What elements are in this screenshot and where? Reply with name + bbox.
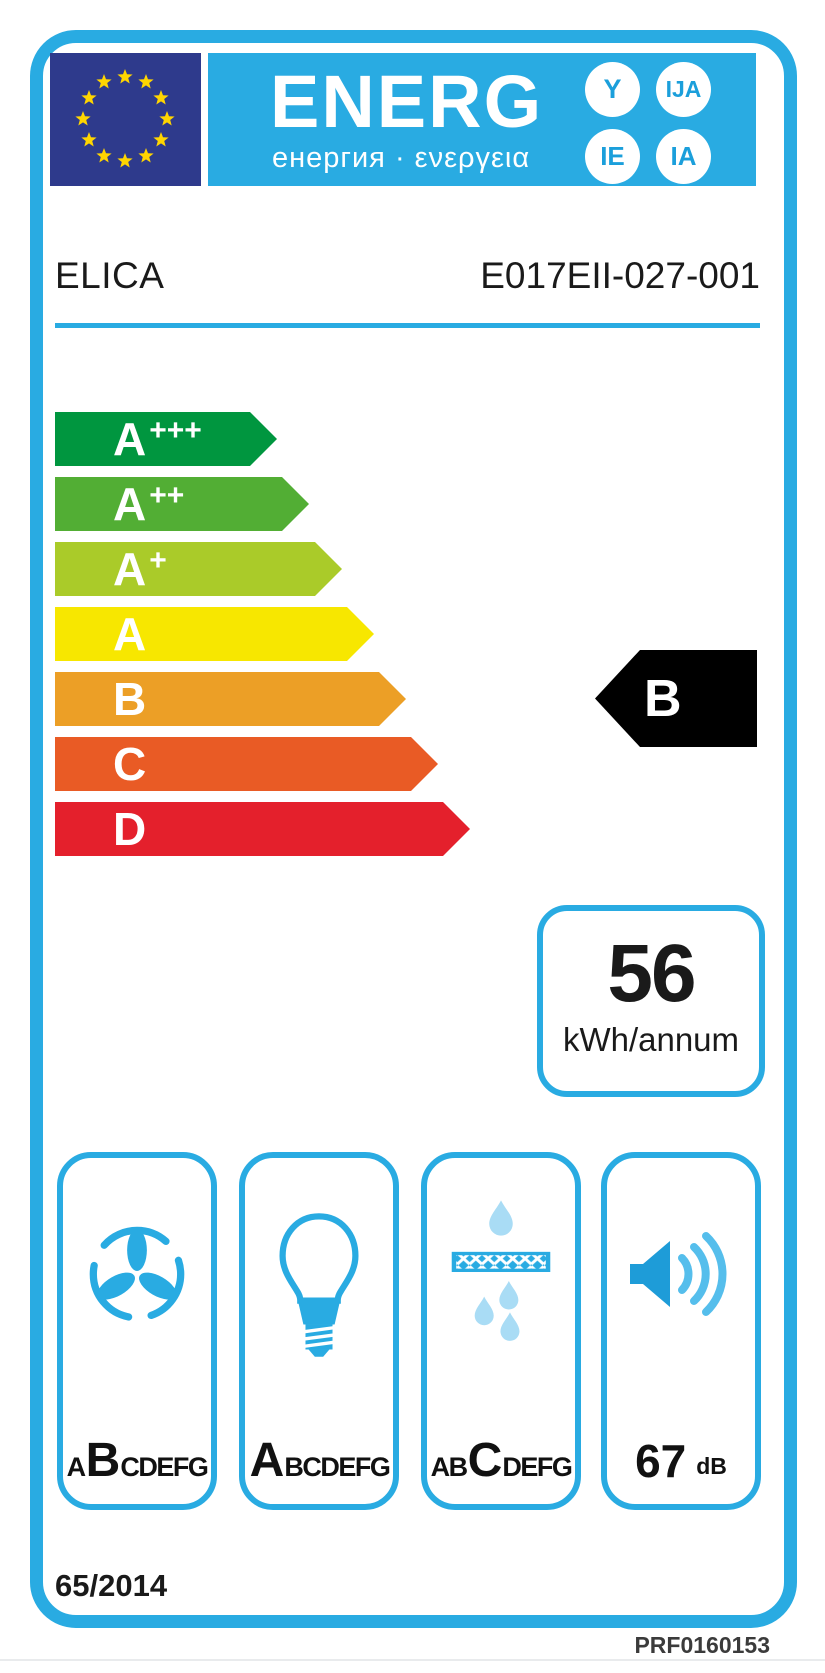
energy-consumption-unit: kWh/annum [562, 1021, 740, 1058]
speaker-icon [607, 1224, 755, 1324]
energ-title: ENERG [270, 60, 544, 143]
scale-arrow-a: A [55, 607, 374, 661]
grade-plus: + [149, 544, 167, 577]
scale-arrow-a-plus3: A +++ [55, 412, 277, 466]
rating-grade: B [644, 669, 682, 728]
fluid-dynamic-efficiency-box: A B CDEFG [57, 1152, 217, 1510]
grade-letter-selected: C [467, 1434, 503, 1487]
grease-grade-letters: AB C DEFG [427, 1433, 575, 1488]
grade-letters-post: BCDEFG [284, 1452, 391, 1482]
noise-level-box: 67 dB [601, 1152, 761, 1510]
scale-arrow-b: B [55, 672, 406, 726]
energ-subtitle: енергия · ενεργεια [272, 142, 531, 174]
grade-plus: ++ [149, 479, 185, 512]
grade-letter-selected: A [249, 1434, 285, 1487]
grade-letter: A [113, 543, 147, 595]
energy-consumption-value: 56 [607, 928, 696, 1019]
supplier-brand: ELICA [55, 255, 165, 296]
lighting-grade-letters: A BCDEFG [245, 1433, 393, 1488]
fan-icon [63, 1220, 211, 1324]
noise-unit: dB [696, 1453, 727, 1479]
noise-value-row: 67 dB [607, 1434, 755, 1488]
regulation-number: 65/2014 [55, 1568, 168, 1603]
fan-grade-letters: A B CDEFG [63, 1433, 211, 1488]
energy-consumption-box: 56 kWh/annum [537, 905, 765, 1097]
scale-arrow-c: C [55, 737, 438, 791]
lighting-efficiency-box: A BCDEFG [239, 1152, 399, 1510]
grade-letter: C [113, 738, 147, 790]
language-badge-y: Y [585, 62, 640, 117]
model-identifier: E017EII-027-001 [480, 255, 760, 296]
language-badge-ija: IJA [656, 62, 711, 117]
bulb-icon [245, 1210, 393, 1360]
grade-plus: +++ [149, 414, 202, 447]
header-divider [55, 323, 760, 328]
scale-arrow-a-plus1: A + [55, 542, 342, 596]
eu-flag [50, 53, 201, 186]
grade-letter: A [113, 478, 147, 530]
grade-letter-selected: B [85, 1434, 121, 1487]
efficiency-scale: A +++ A ++ A + A B C D [55, 412, 525, 856]
grease-filtering-box: AB C DEFG [421, 1152, 581, 1510]
scale-arrow-d: D [55, 802, 470, 856]
grade-letter: B [113, 673, 147, 725]
language-badge-ie: IE [585, 129, 640, 184]
grade-letters-pre: AB [430, 1452, 469, 1482]
grade-letters-pre: A [66, 1452, 87, 1482]
grade-letters-post: DEFG [502, 1452, 573, 1482]
language-badge-ia: IA [656, 129, 711, 184]
grade-letters-post: CDEFG [120, 1452, 209, 1482]
reference-code: PRF0160153 [634, 1632, 770, 1658]
grade-letter: D [113, 803, 147, 855]
filter-droplets-icon [427, 1198, 575, 1346]
grade-letter: A [113, 608, 147, 660]
page-bottom-divider [0, 1659, 825, 1661]
energ-header-band: ENERG енергия · ενεργεια Y IJA IE IA [208, 53, 756, 186]
scale-arrow-a-plus2: A ++ [55, 477, 309, 531]
grade-letter: A [113, 413, 147, 465]
noise-value: 67 [635, 1435, 687, 1487]
